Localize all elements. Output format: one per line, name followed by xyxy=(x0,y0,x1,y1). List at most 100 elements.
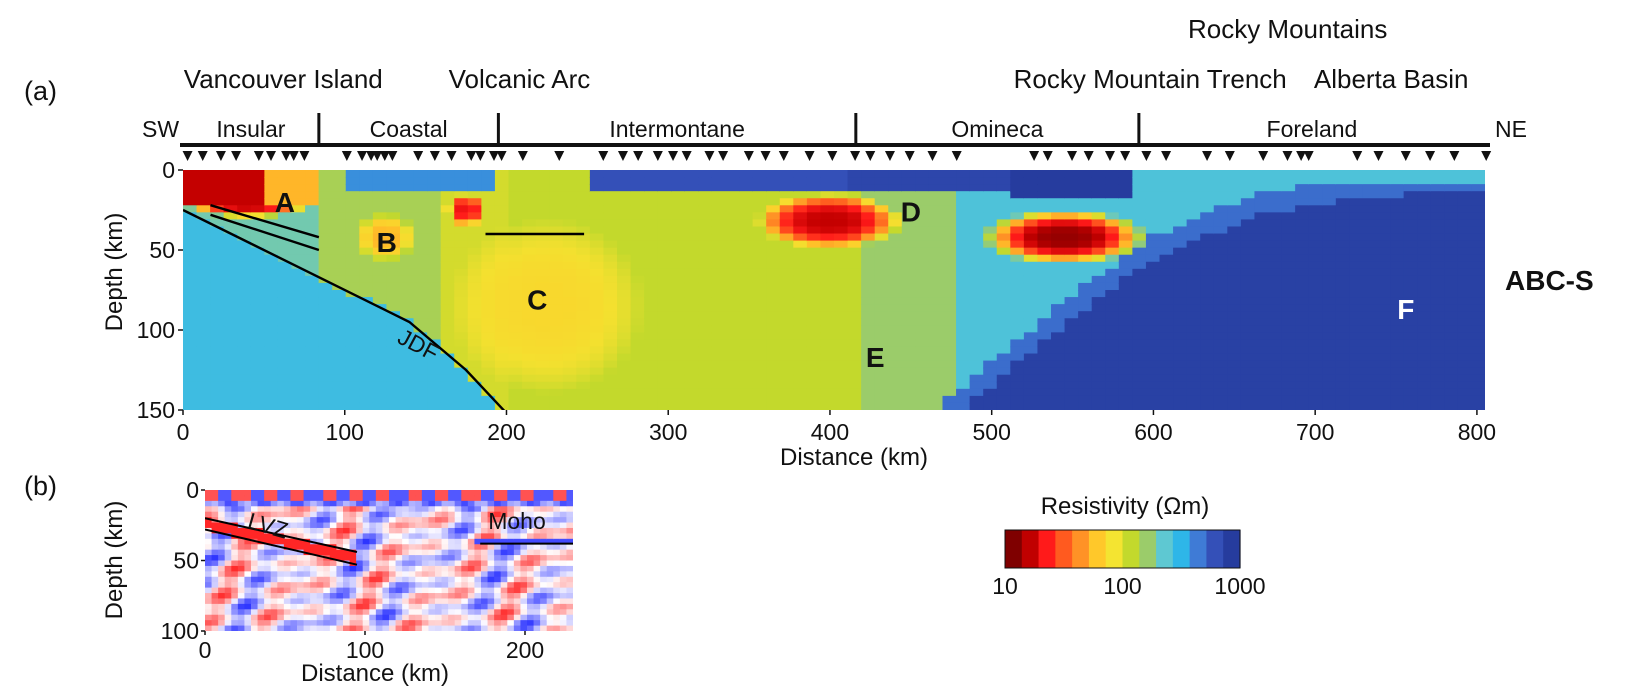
seismic-cell xyxy=(277,538,285,545)
seismic-cell xyxy=(533,620,541,627)
seismic-cell xyxy=(389,565,397,572)
model-cell xyxy=(1430,311,1446,320)
model-cell xyxy=(1118,177,1134,185)
model-cell xyxy=(1078,275,1093,284)
model-cell xyxy=(1376,374,1391,383)
model-cell xyxy=(183,332,198,341)
model-cell xyxy=(223,170,239,178)
seismic-cell xyxy=(428,490,436,497)
model-cell xyxy=(888,360,903,369)
model-cell xyxy=(1362,177,1378,185)
model-cell xyxy=(427,226,442,235)
model-cell xyxy=(400,219,415,228)
seismic-cell xyxy=(415,511,423,518)
model-cell xyxy=(223,332,239,341)
model-cell xyxy=(1281,212,1296,221)
model-cell xyxy=(1349,177,1364,185)
model-cell xyxy=(1349,282,1364,291)
model-cell xyxy=(508,268,523,277)
seismic-cell xyxy=(395,490,403,497)
model-cell xyxy=(223,402,239,410)
model-cell xyxy=(1105,254,1120,263)
colorbar-swatch xyxy=(1088,530,1107,568)
model-cell xyxy=(1118,254,1134,263)
seismic-cell xyxy=(435,598,443,605)
seismic-cell xyxy=(264,511,272,518)
model-cell xyxy=(1335,367,1351,376)
seismic-cell xyxy=(395,571,403,578)
physiographic-label: Rocky Mountain Trench xyxy=(1014,64,1287,94)
model-cell xyxy=(725,184,740,192)
seismic-cell xyxy=(389,571,397,578)
model-cell xyxy=(1010,240,1025,249)
model-cell xyxy=(1417,254,1432,263)
model-cell xyxy=(1471,282,1485,291)
model-cell xyxy=(1132,297,1147,305)
seismic-cell xyxy=(343,538,351,545)
model-cell xyxy=(1457,226,1473,235)
model-cell xyxy=(1403,381,1418,390)
model-cell xyxy=(1240,374,1256,383)
seismic-cell xyxy=(513,549,522,556)
model-cell xyxy=(1268,339,1283,348)
model-cell xyxy=(1471,388,1485,397)
model-cell xyxy=(427,177,442,185)
model-cell xyxy=(1186,388,1201,397)
model-cell xyxy=(766,332,781,341)
seismic-cell xyxy=(329,555,338,562)
model-cell xyxy=(657,367,673,376)
seismic-cell xyxy=(533,490,541,497)
model-cell xyxy=(861,318,876,327)
model-cell xyxy=(942,304,957,312)
model-cell xyxy=(291,212,306,221)
model-cell xyxy=(1376,240,1391,249)
model-cell xyxy=(630,381,645,390)
seismic-cell xyxy=(441,511,449,518)
model-cell xyxy=(711,297,727,305)
seismic-cell xyxy=(323,603,331,610)
model-cell xyxy=(928,212,944,221)
model-cell xyxy=(210,290,225,298)
model-cell xyxy=(969,318,984,327)
model-cell xyxy=(400,198,415,207)
model-cell xyxy=(305,381,320,390)
seismic-cell xyxy=(283,593,292,600)
model-cell xyxy=(1349,402,1364,410)
seismic-cell xyxy=(553,527,561,534)
model-cell xyxy=(1091,374,1107,383)
seismic-cell xyxy=(277,593,285,600)
seismic-cell xyxy=(349,555,357,562)
seismic-cell xyxy=(421,571,430,578)
model-cell xyxy=(834,395,849,404)
seismic-cell xyxy=(448,500,456,507)
model-cell xyxy=(698,184,713,192)
seismic-cell xyxy=(467,549,476,556)
model-cell xyxy=(1295,261,1310,270)
model-cell xyxy=(291,353,306,362)
model-cell xyxy=(969,198,984,207)
seismic-cell xyxy=(362,614,370,621)
model-cell xyxy=(671,219,686,228)
model-cell xyxy=(196,360,211,369)
model-cell xyxy=(603,402,618,410)
model-cell xyxy=(1362,325,1378,334)
model-cell xyxy=(915,374,930,383)
model-cell xyxy=(427,282,442,291)
model-cell xyxy=(698,381,713,390)
model-cell xyxy=(386,275,401,284)
model-cell xyxy=(1078,282,1093,291)
model-cell xyxy=(1159,395,1174,404)
model-cell xyxy=(1457,402,1473,410)
seismic-cell xyxy=(356,593,364,600)
model-cell xyxy=(861,325,876,334)
seismic-cell xyxy=(336,517,344,524)
seismic-cell xyxy=(415,538,423,545)
model-cell xyxy=(494,304,510,312)
model-cell xyxy=(345,233,361,242)
model-cell xyxy=(1254,177,1269,185)
seismic-cell xyxy=(251,598,259,605)
seismic-cell xyxy=(566,533,573,540)
model-cell xyxy=(1390,339,1405,348)
model-cell xyxy=(332,353,347,362)
model-cell xyxy=(223,290,239,298)
